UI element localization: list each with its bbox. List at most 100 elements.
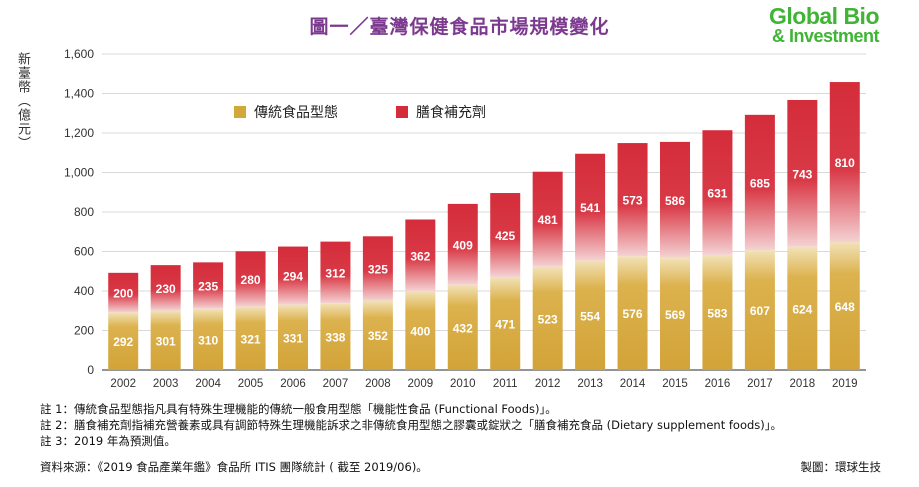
data-label-traditional-food: 400 [410, 325, 430, 339]
y-tick-labels: 0 200 400 600 800 1,000 1,200 1,400 1,600 [64, 47, 94, 377]
bar-dietary-supplement [744, 114, 775, 251]
data-label-traditional-food: 321 [241, 332, 261, 346]
global-bio-logo: Global Bio & Investment [769, 3, 880, 47]
data-label-dietary-supplement: 586 [665, 194, 685, 208]
y-tick-label: 400 [74, 284, 94, 298]
x-tick-label: 2004 [195, 378, 221, 390]
bar-dietary-supplement [193, 262, 224, 309]
x-tick-label: 2003 [153, 378, 179, 390]
data-label-dietary-supplement: 573 [623, 194, 643, 208]
bar-traditional-food [787, 246, 818, 370]
data-label-traditional-food: 338 [325, 331, 345, 345]
bar-traditional-food [829, 242, 860, 370]
data-label-traditional-food: 301 [156, 334, 176, 348]
stacked-bar-chart: 0 200 400 600 800 1,000 1,200 1,400 1,600 292 200… [64, 47, 866, 390]
data-label-dietary-supplement: 280 [241, 273, 261, 287]
x-tick-label: 2008 [365, 378, 391, 390]
data-label-traditional-food: 471 [495, 317, 515, 331]
bars: 292 200 301 230 310 235 321 280 331 294 338 312 352 3… [108, 82, 860, 370]
bar-traditional-food [278, 304, 308, 370]
data-label-dietary-supplement: 425 [495, 229, 515, 243]
x-tick-label: 2009 [408, 378, 434, 390]
data-label-traditional-food: 352 [368, 329, 388, 343]
bar-traditional-food [660, 257, 690, 370]
x-tick-label: 2005 [238, 378, 264, 390]
data-label-dietary-supplement: 409 [453, 238, 473, 252]
y-tick-label: 0 [87, 363, 94, 377]
data-label-traditional-food: 576 [623, 307, 643, 321]
data-label-dietary-supplement: 230 [156, 282, 176, 296]
legend-label: 傳統食品型態 [254, 104, 338, 121]
y-tick-label: 800 [74, 205, 94, 219]
data-label-dietary-supplement: 631 [707, 187, 727, 201]
data-label-dietary-supplement: 235 [198, 280, 218, 294]
y-tick-label: 1,200 [64, 126, 94, 140]
bar-traditional-food [490, 276, 521, 370]
bar-dietary-supplement [787, 100, 818, 247]
y-tick-label: 1,000 [64, 166, 94, 180]
y-tick-label: 1,600 [64, 47, 94, 61]
bar-dietary-supplement [702, 130, 733, 255]
bar-traditional-food [405, 291, 436, 370]
x-tick-label: 2010 [450, 378, 476, 390]
data-label-dietary-supplement: 541 [580, 201, 600, 215]
legend-label: 膳食補充劑 [416, 104, 486, 121]
bar-dietary-supplement [447, 203, 478, 285]
bar-traditional-food [362, 300, 393, 370]
data-label-traditional-food: 569 [665, 308, 685, 322]
data-label-dietary-supplement: 481 [538, 213, 558, 227]
bar-dietary-supplement [362, 236, 393, 301]
data-label-traditional-food: 310 [198, 333, 218, 347]
bar-dietary-supplement [660, 141, 690, 258]
legend: 傳統食品型態 膳食補充劑 [234, 104, 486, 121]
bar-dietary-supplement [278, 246, 308, 305]
bar-dietary-supplement [320, 241, 351, 304]
data-label-traditional-food: 554 [580, 309, 600, 323]
bar-dietary-supplement [490, 193, 521, 277]
chart-credit: 製圖：環球生技 [800, 460, 882, 474]
x-tick-label: 2019 [832, 378, 858, 390]
bar-traditional-food [702, 254, 733, 370]
bar-traditional-food [575, 260, 606, 370]
bar-traditional-food [150, 310, 181, 370]
y-tick-label: 1,400 [64, 87, 94, 101]
footnote-3: 註 3：2019 年為預測值。 [40, 434, 176, 448]
bar-traditional-food [532, 266, 563, 370]
bar-dietary-supplement [617, 143, 648, 257]
data-label-traditional-food: 624 [792, 302, 812, 316]
bar-traditional-food [320, 303, 351, 370]
data-label-dietary-supplement: 294 [283, 270, 303, 284]
data-label-dietary-supplement: 362 [410, 249, 430, 263]
bar-traditional-food [193, 308, 224, 370]
x-tick-label: 2002 [110, 378, 136, 390]
data-source: 資料來源：《2019 食品產業年鑑》食品所 ITIS 團隊統計 ( 截至 201… [40, 460, 428, 474]
x-tick-label: 2016 [705, 378, 731, 390]
logo-line-1: Global Bio [769, 3, 880, 29]
bar-dietary-supplement [575, 153, 606, 261]
data-label-traditional-food: 331 [283, 331, 303, 345]
bar-dietary-supplement [150, 265, 181, 311]
x-tick-label: 2014 [620, 378, 646, 390]
data-label-dietary-supplement: 810 [835, 156, 855, 170]
data-label-traditional-food: 432 [453, 321, 473, 335]
bar-traditional-food [744, 250, 775, 370]
x-tick-label: 2012 [535, 378, 561, 390]
data-label-traditional-food: 583 [707, 306, 727, 320]
bar-traditional-food [447, 284, 478, 370]
footnote-2: 註 2：膳食補充劑指補充營養素或具有調節特殊生理機能訴求之非傳統食用型態之膠囊或… [40, 418, 783, 432]
bar-traditional-food [108, 312, 139, 370]
bar-traditional-food [617, 256, 648, 370]
bar-dietary-supplement [532, 171, 563, 267]
data-label-traditional-food: 523 [538, 312, 558, 326]
footnotes: 註 1：傳統食品型態指凡具有特殊生理機能的傳統一般食用型態「機能性食品 (Fun… [40, 401, 782, 449]
bar-dietary-supplement [108, 272, 139, 313]
data-label-dietary-supplement: 685 [750, 176, 770, 190]
legend-swatch [396, 106, 408, 118]
y-axis-label: 新臺幣（億元） [15, 52, 30, 150]
x-tick-label: 2007 [323, 378, 349, 390]
data-label-dietary-supplement: 200 [113, 287, 133, 301]
footnote-1: 註 1：傳統食品型態指凡具有特殊生理機能的傳統一般食用型態「機能性食品 (Fun… [40, 402, 557, 416]
x-tick-label: 2013 [577, 378, 603, 390]
data-label-traditional-food: 607 [750, 304, 770, 318]
data-label-dietary-supplement: 743 [792, 167, 812, 181]
